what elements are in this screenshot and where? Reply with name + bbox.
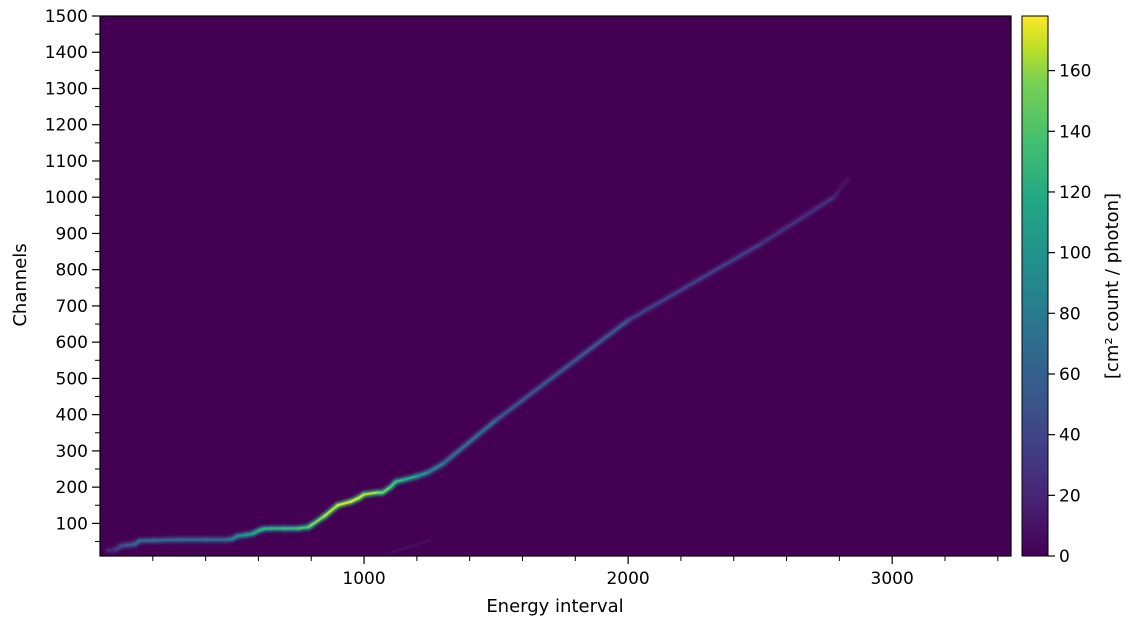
y-tick-label: 200 — [56, 478, 88, 498]
colorbar-tick-label: 20 — [1059, 486, 1081, 506]
y-tick-label: 1000 — [45, 188, 88, 208]
y-axis: 100 200 300 400 500 600 700 800 900 1000 1100 1200 1… — [45, 7, 100, 542]
colorbar-tick-label: 100 — [1059, 244, 1091, 264]
colorbar-tick-label: 160 — [1059, 62, 1091, 82]
y-tick-label: 900 — [56, 224, 88, 244]
y-tick-label: 1500 — [45, 7, 88, 27]
y-tick-label: 100 — [56, 514, 88, 534]
y-tick-label: 600 — [56, 333, 88, 353]
x-tick-label: 2000 — [606, 569, 649, 589]
x-axis: 1000 2000 3000 — [153, 556, 998, 589]
colorbar-tick-label: 0 — [1059, 547, 1070, 567]
y-tick-label: 1200 — [45, 116, 88, 136]
colorbar-label: [cm² count / photon] — [1102, 193, 1123, 379]
colorbar: 0 20 40 60 80 100 120 140 160 — [1022, 16, 1091, 567]
colorbar-tick-label: 140 — [1059, 122, 1091, 142]
x-axis-label: Energy interval — [486, 596, 623, 617]
heatmap-background — [100, 16, 1011, 556]
colorbar-tick-label: 40 — [1059, 426, 1081, 446]
colorbar-gradient — [1022, 16, 1048, 556]
x-tick-label: 1000 — [342, 569, 385, 589]
y-tick-label: 1400 — [45, 43, 88, 63]
ridge-segment — [245, 534, 253, 535]
colorbar-tick-label: 60 — [1059, 365, 1081, 385]
y-tick-label: 700 — [56, 297, 88, 317]
y-tick-label: 300 — [56, 442, 88, 462]
colorbar-tick-label: 80 — [1059, 304, 1081, 324]
y-tick-label: 1300 — [45, 79, 88, 99]
y-tick-label: 400 — [56, 406, 88, 426]
y-tick-label: 1100 — [45, 152, 88, 172]
y-tick-label: 800 — [56, 261, 88, 281]
ridge-segment — [298, 527, 309, 528]
plot-area — [100, 16, 1011, 556]
y-axis-label: Channels — [10, 243, 31, 326]
x-tick-label: 3000 — [871, 569, 914, 589]
ridge-segment — [153, 540, 179, 541]
y-tick-label: 500 — [56, 369, 88, 389]
colorbar-tick-label: 120 — [1059, 183, 1091, 203]
